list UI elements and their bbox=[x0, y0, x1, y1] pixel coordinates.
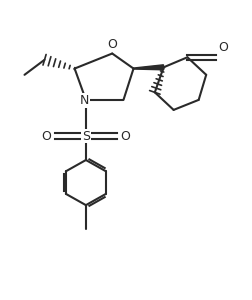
Text: S: S bbox=[82, 130, 90, 143]
Text: O: O bbox=[219, 41, 229, 54]
Text: O: O bbox=[120, 130, 130, 143]
Text: N: N bbox=[80, 94, 89, 107]
Text: O: O bbox=[42, 130, 52, 143]
Text: O: O bbox=[107, 38, 117, 51]
Polygon shape bbox=[134, 65, 164, 70]
